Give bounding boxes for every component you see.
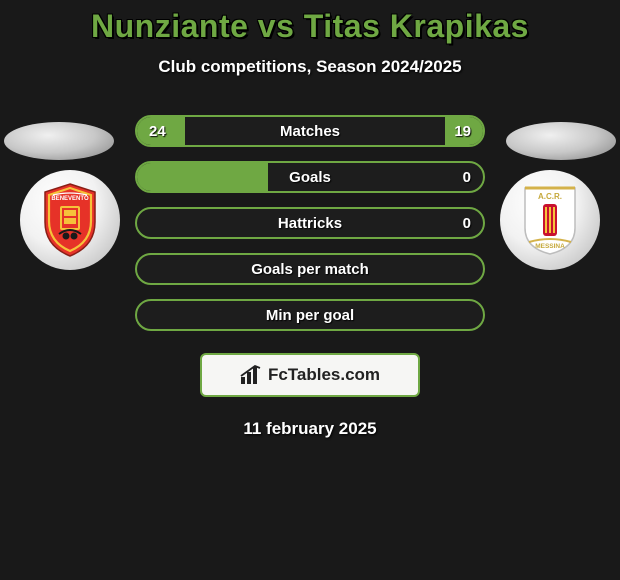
- date-text: 11 february 2025: [0, 419, 620, 439]
- benevento-crest-icon: BENEVENTO: [41, 182, 99, 258]
- club-badge-right: A.C.R. MESSINA: [500, 170, 600, 270]
- stat-row: Goals per match: [135, 253, 485, 285]
- player-left-disc: [4, 122, 114, 160]
- subtitle: Club competitions, Season 2024/2025: [0, 57, 620, 77]
- bar-chart-icon: [240, 365, 262, 385]
- stats-panel: 2419Matches 0Goals 0Hattricks Goals per mat…: [135, 115, 485, 331]
- svg-text:MESSINA: MESSINA: [535, 243, 565, 250]
- club-badge-left: BENEVENTO: [20, 170, 120, 270]
- stat-row: Min per goal: [135, 299, 485, 331]
- svg-text:A.C.R.: A.C.R.: [538, 192, 562, 201]
- stat-label: Matches: [137, 117, 483, 145]
- footer-brand-badge: FcTables.com: [200, 353, 420, 397]
- svg-text:BENEVENTO: BENEVENTO: [51, 196, 89, 202]
- stat-row: 0Goals: [135, 161, 485, 193]
- stat-row: 0Hattricks: [135, 207, 485, 239]
- comparison-card: Nunziante vs Titas Krapikas Club competi…: [0, 0, 620, 439]
- footer-brand-text: FcTables.com: [268, 365, 380, 385]
- stat-row: 2419Matches: [135, 115, 485, 147]
- stat-label: Goals: [137, 163, 483, 191]
- stat-label: Hattricks: [137, 209, 483, 237]
- stat-label: Goals per match: [137, 255, 483, 283]
- stat-label: Min per goal: [137, 301, 483, 329]
- player-right-disc: [506, 122, 616, 160]
- page-title: Nunziante vs Titas Krapikas: [0, 8, 620, 45]
- messina-crest-icon: A.C.R. MESSINA: [519, 184, 581, 256]
